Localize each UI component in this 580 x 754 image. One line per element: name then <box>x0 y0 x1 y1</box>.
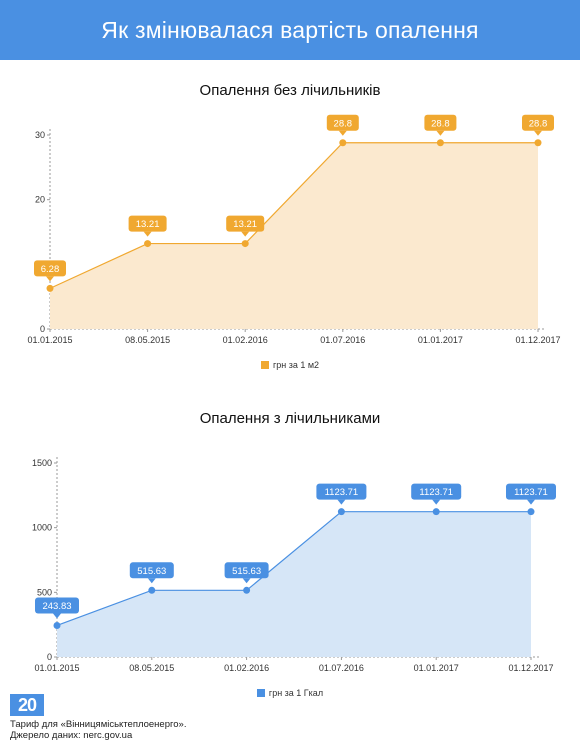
chart2-data-label-box <box>129 562 174 579</box>
chart1-data-point <box>46 284 54 292</box>
chart2-legend: грн за 1 Гкал <box>0 688 580 698</box>
header-bar: Як змінювалася вартість опалення <box>0 0 580 60</box>
chart1-data-label-pointer <box>534 130 542 136</box>
chart1-data-label-text: 28.8 <box>529 118 548 129</box>
chart1-legend: грн за 1 м2 <box>0 360 580 370</box>
chart2-data-label-pointer <box>337 499 346 505</box>
chart2-x-tick-label: 01.07.2016 <box>319 663 364 673</box>
chart2-data-label-text: 1123.71 <box>325 487 359 498</box>
chart2-data-point <box>148 586 156 594</box>
chart1-data-point <box>241 240 249 248</box>
chart2-data-label-pointer <box>242 578 251 584</box>
chart2-data-label: 1123.71 <box>506 483 556 505</box>
chart2-series-line <box>56 511 531 627</box>
chart1-data-label-pointer <box>143 231 152 237</box>
chart1-data-label: 28.8 <box>326 114 359 136</box>
chart1-legend-label: грн за 1 м2 <box>272 360 320 370</box>
chart2-title: Опалення з лічильниками <box>199 410 381 427</box>
chart1-data-label-text: 28.8 <box>431 118 450 129</box>
chart1-y-tick-label: 0 <box>40 324 45 334</box>
chart2-data-label-box <box>316 483 367 500</box>
chart1-data-label-text: 6.28 <box>41 264 60 275</box>
chart2-data-label: 515.63 <box>129 562 174 584</box>
chart2-y-tick-label: 500 <box>37 587 52 597</box>
chart1-series-line <box>49 142 538 289</box>
chart2-data-label-text: 515.63 <box>232 566 261 577</box>
chart2-data-label-text: 1123.71 <box>514 487 548 498</box>
footer-source: Джерело даних: nerc.gov.ua <box>10 730 133 741</box>
footer-note: Тариф для «Вінницяміськтеплоенерго». <box>10 719 187 730</box>
chart2-data-label-text: 1123.71 <box>419 487 453 498</box>
chart1-data-point <box>436 139 444 147</box>
chart2-data-point <box>53 621 61 629</box>
chart1-data-label-pointer <box>436 130 445 136</box>
page-title: Як змінювалася вартість опалення <box>101 16 479 43</box>
chart2-data-point <box>243 586 251 594</box>
chart1-data-point <box>339 139 347 147</box>
chart1-area <box>50 142 538 329</box>
chart1-data-label-box <box>424 114 457 131</box>
chart1-x-tick-label: 01.12.2017 <box>515 335 560 345</box>
chart2-data-point <box>337 508 345 516</box>
chart2-x-tick-label: 01.01.2015 <box>34 663 79 673</box>
chart1-x-tick-label: 01.07.2016 <box>320 335 365 345</box>
chart2-data-label-pointer <box>527 499 535 505</box>
chart1-data-label-box <box>34 260 66 277</box>
chart1-data-label-text: 13.21 <box>233 219 257 230</box>
chart2-x-tick-label: 01.12.2017 <box>508 663 553 673</box>
chart2-x-tick-label: 08.05.2015 <box>129 663 174 673</box>
chart1-data-label-text: 28.8 <box>334 118 353 129</box>
chart1-data-label-box <box>522 114 554 131</box>
chart1-data-label-text: 13.21 <box>136 219 160 230</box>
chart1-legend-swatch <box>260 361 269 369</box>
chart1-data-label: 28.8 <box>424 114 457 136</box>
chart2-data-label-box <box>35 597 79 614</box>
chart1-data-label-box <box>326 114 359 131</box>
chart2-data-label: 515.63 <box>224 562 269 584</box>
chart1-x-tick-label: 01.01.2015 <box>27 335 72 345</box>
chart1-data-point <box>144 240 152 248</box>
chart2-data-point <box>432 508 440 516</box>
chart1-data-label: 13.21 <box>226 215 265 237</box>
chart1-data-point <box>534 139 542 147</box>
chart2-y-tick-label: 0 <box>47 652 52 662</box>
chart1-x-tick-label: 01.01.2017 <box>418 335 463 345</box>
chart2-legend-label: грн за 1 Гкал <box>268 688 324 698</box>
chart1-x-tick-label: 01.02.2016 <box>223 335 268 345</box>
chart2-x-tick-label: 01.01.2017 <box>414 663 459 673</box>
chart1-data-label-box <box>226 215 265 232</box>
chart2-x-tick-label: 01.02.2016 <box>224 663 269 673</box>
chart2-data-label-pointer <box>53 613 61 619</box>
chart2-data-label-box <box>224 562 269 579</box>
chart1-data-label: 13.21 <box>128 215 167 237</box>
chart1-data-label-box <box>128 215 167 232</box>
chart1-data-label: 6.28 <box>34 260 66 282</box>
chart2-y-tick-label: 1000 <box>32 523 52 533</box>
chart2-data-label: 243.83 <box>35 597 79 619</box>
chart2-data-point <box>527 508 535 516</box>
chart1-data-label: 28.8 <box>522 114 554 136</box>
chart2-data-label-box <box>411 483 462 500</box>
chart1-y-tick-label: 20 <box>35 195 45 205</box>
chart2-data-label-text: 243.83 <box>42 601 71 612</box>
chart1-y-tick-label: 30 <box>35 130 45 140</box>
chart2-data-label-text: 515.63 <box>137 566 166 577</box>
chart2-legend-swatch <box>256 689 265 697</box>
chart2-data-label-pointer <box>432 499 441 505</box>
chart2-data-label: 1123.71 <box>316 483 367 505</box>
chart2-data-label-pointer <box>147 578 156 584</box>
chart1-data-label-pointer <box>46 276 54 282</box>
chart2-y-tick-label: 1500 <box>32 458 52 468</box>
logo: 20 <box>10 694 44 716</box>
chart1-data-label-pointer <box>241 231 250 237</box>
chart2-plot: 0 500 1000 1500 01.01.2015 08.05.2015 01.02.20… <box>32 457 556 673</box>
chart2-data-label-box <box>506 483 556 500</box>
chart1-data-label-pointer <box>338 130 347 136</box>
chart1-x-tick-label: 08.05.2015 <box>125 335 170 345</box>
chart2-data-label: 1123.71 <box>411 483 462 505</box>
chart2-area <box>57 511 531 657</box>
chart1-plot: 010203001.01.201508.05.201501.02.201601.… <box>27 114 561 345</box>
chart1-title: Опалення без лічильників <box>199 82 381 99</box>
